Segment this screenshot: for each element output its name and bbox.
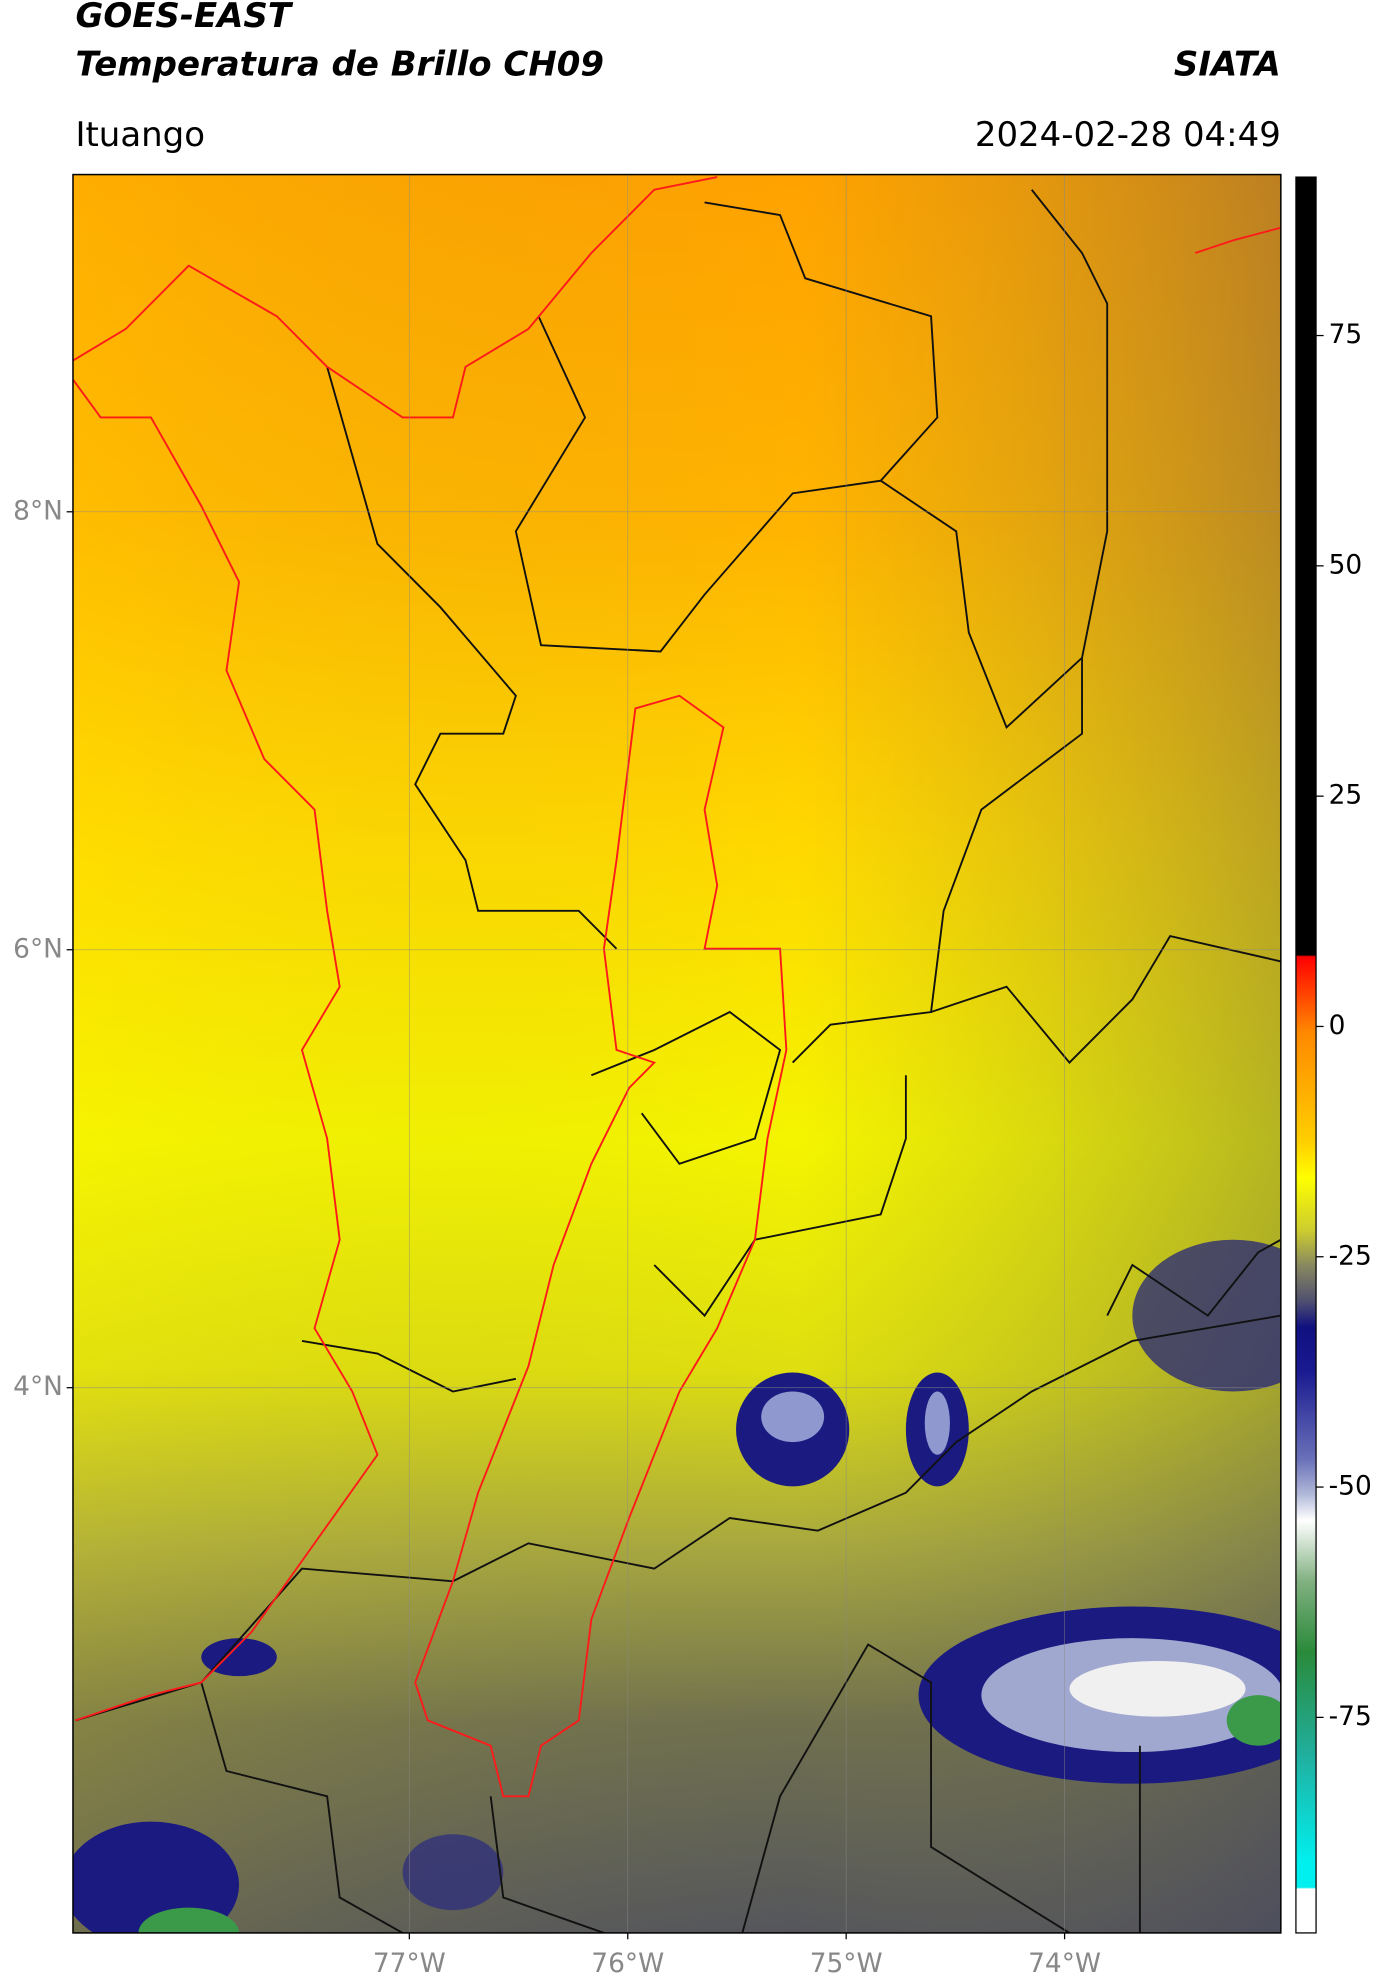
map-frame (72, 173, 1282, 1934)
tick-labels: 77°W 76°W 75°W 74°W 8°N 6°N 4°N 75 50 25 0 -25 -50 -7… (13, 319, 1372, 1979)
timestamp: 2024-02-28 04:49 (975, 115, 1281, 155)
colorbar (1295, 176, 1317, 1934)
grid (72, 174, 1281, 1933)
colorbar-tick-label: 75 (1329, 319, 1363, 350)
colorbar-tick-label: -50 (1329, 1471, 1372, 1502)
y-tick-label: 6°N (13, 933, 63, 964)
x-tick-label: 74°W (1028, 1948, 1101, 1979)
subtitle: Temperatura de Brillo CH09 (75, 44, 604, 84)
y-tick-label: 8°N (13, 495, 63, 526)
borders (75, 189, 1281, 1933)
region-outlines (72, 176, 1281, 1798)
colorbar-tick-label: 0 (1329, 1010, 1346, 1041)
x-tick-label: 76°W (591, 1948, 664, 1979)
colorbar-tick-label: -75 (1329, 1701, 1372, 1732)
title: GOES-EAST (75, 0, 293, 36)
location: Ituango (75, 115, 205, 155)
map-area (72, 174, 1281, 1933)
colorbar-tick-label: 50 (1329, 549, 1363, 580)
colorbar-tick-label: -25 (1329, 1240, 1372, 1271)
colorbar-tick-label: 25 (1329, 780, 1363, 811)
org: SIATA (1174, 44, 1281, 84)
x-tick-label: 75°W (810, 1948, 883, 1979)
x-tick-label: 77°W (373, 1948, 446, 1979)
y-tick-label: 4°N (13, 1371, 63, 1402)
